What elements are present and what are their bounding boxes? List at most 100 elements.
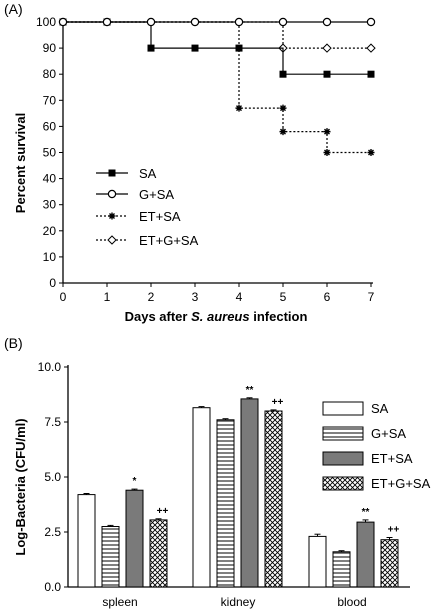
error-bar-spleen-et-sa — [131, 488, 138, 491]
error-bar-blood-sa — [314, 533, 321, 537]
error-bar-kidney-et-g-sa — [270, 409, 277, 411]
svg-text:1: 1 — [104, 290, 111, 304]
bacteria-bars: * ++ ** ++ ** ++ — [77, 385, 400, 588]
point-g-sa-6 — [322, 17, 332, 27]
survival-y-tick-80: 80 — [43, 67, 63, 81]
legend-swatch-g-sa — [322, 426, 364, 441]
bar-kidney-sa — [192, 407, 211, 588]
bar-spleen-sa — [77, 494, 96, 588]
survival-axes — [62, 20, 373, 284]
bar-blood-sa — [308, 535, 327, 588]
survival-y-tick-60: 60 — [43, 119, 63, 133]
survival-x-tick-4: 4 — [236, 283, 243, 304]
legend-label-et-sa-bar: ET+SA — [371, 451, 413, 466]
legend-item-et-g-sa-bar: ET+G+SA — [322, 476, 431, 491]
legend-item-sa: SA — [96, 166, 157, 181]
bar-group-kidney — [192, 397, 283, 588]
svg-text:6: 6 — [324, 290, 331, 304]
x-axis-title-species: S. aureus — [191, 309, 250, 324]
svg-text:4: 4 — [236, 290, 243, 304]
legend-marker-g-sa — [107, 189, 117, 199]
bar-spleen-et-g-sa — [149, 519, 168, 588]
point-g-sa-7 — [366, 17, 376, 27]
bar-blood-et-g-sa — [380, 539, 399, 588]
error-bar-spleen-sa — [83, 493, 90, 495]
bar-blood-et-sa — [356, 521, 375, 588]
svg-text:2.5: 2.5 — [44, 525, 61, 539]
point-sa-2 — [147, 44, 155, 52]
category-label-kidney: kidney — [221, 595, 256, 609]
legend-marker-et-sa — [108, 212, 116, 220]
point-et-sa-0 — [235, 104, 243, 112]
svg-text:3: 3 — [192, 290, 199, 304]
survival-y-tick-70: 70 — [43, 93, 63, 107]
series-line-et-g-sa — [63, 21, 371, 49]
svg-text:7.5: 7.5 — [44, 415, 61, 429]
point-sa-3 — [191, 44, 199, 52]
point-et-sa-3 — [323, 128, 331, 136]
series-g-sa — [58, 17, 376, 27]
legend-label-et-g-sa-bar: ET+G+SA — [371, 476, 431, 491]
survival-legend: SA G+SA ET+SA ET+G+SA — [96, 166, 199, 248]
error-bar-kidney-et-sa — [246, 397, 253, 399]
bar-group-blood — [308, 519, 399, 588]
survival-x-ticks: 0 1 2 3 4 5 6 7 — [60, 283, 375, 304]
legend-marker-et-g-sa — [107, 235, 117, 245]
bacteria-y-tick-2-5: 2.5 — [44, 525, 68, 539]
bar-kidney-g-sa — [216, 419, 235, 588]
point-et-sa-2 — [279, 128, 287, 136]
series-line-et-sa — [63, 21, 371, 154]
sig-blood-et-g-sa: ++ — [388, 525, 400, 536]
survival-y-tick-50: 50 — [43, 146, 63, 160]
bacteria-y-tick-7-5: 7.5 — [44, 415, 68, 429]
bar-blood-g-sa — [332, 551, 351, 588]
point-et-g-sa-7 — [366, 43, 376, 53]
svg-text:7: 7 — [368, 290, 375, 304]
bacteria-y-tick-5-0: 5.0 — [44, 470, 68, 484]
svg-text:50: 50 — [43, 146, 57, 160]
legend-item-et-sa-bar: ET+SA — [322, 451, 413, 466]
svg-text:0: 0 — [60, 290, 67, 304]
svg-text:100: 100 — [36, 15, 56, 29]
legend-label-et-g-sa: ET+G+SA — [139, 233, 199, 248]
x-axis-title-part-3: infection — [250, 309, 308, 324]
survival-x-tick-6: 6 — [324, 283, 331, 304]
sig-kidney-et-sa: ** — [246, 385, 254, 396]
error-bar-spleen-et-g-sa — [155, 518, 162, 520]
svg-text:2: 2 — [148, 290, 155, 304]
sig-kidney-et-g-sa: ++ — [272, 397, 284, 408]
point-g-sa-4 — [234, 17, 244, 27]
error-bar-kidney-sa — [198, 406, 205, 408]
point-sa-4 — [235, 44, 243, 52]
svg-text:90: 90 — [43, 41, 57, 55]
bar-spleen-g-sa — [101, 526, 120, 588]
legend-swatch-et-g-sa — [322, 476, 364, 491]
legend-swatch-et-sa — [96, 212, 128, 220]
bar-kidney-et-sa — [240, 398, 259, 588]
bacteria-axes — [67, 365, 410, 588]
legend-swatch-sa — [96, 169, 128, 177]
bacteria-legend: SA G+SA ET+SA ET+G+SA — [322, 401, 431, 491]
bar-group-spleen — [77, 488, 168, 588]
error-bar-blood-et-sa — [362, 519, 369, 523]
survival-x-tick-1: 1 — [104, 283, 111, 304]
survival-y-ticks: 0 10 20 30 40 50 60 70 80 90 100 — [36, 15, 63, 290]
survival-x-tick-5: 5 — [280, 283, 287, 304]
legend-item-et-g-sa: ET+G+SA — [96, 233, 199, 248]
sig-spleen-et-g-sa: ++ — [157, 506, 169, 517]
point-g-sa-3 — [190, 17, 200, 27]
survival-series — [58, 17, 376, 156]
legend-swatch-g-sa — [96, 189, 128, 199]
point-et-g-sa-6 — [322, 43, 332, 53]
point-sa-5 — [279, 70, 287, 78]
category-label-blood: blood — [337, 595, 366, 609]
point-et-sa-4 — [323, 149, 331, 156]
legend-label-g-sa-bar: G+SA — [371, 426, 406, 441]
survival-x-tick-3: 3 — [192, 283, 199, 304]
sig-spleen-et-sa: * — [133, 476, 137, 487]
survival-y-tick-30: 30 — [43, 198, 63, 212]
survival-x-axis-title: Days after S. aureus infection — [125, 309, 308, 324]
series-et-sa — [63, 21, 375, 156]
point-et-sa-5 — [367, 149, 375, 156]
legend-label-sa: SA — [139, 166, 157, 181]
